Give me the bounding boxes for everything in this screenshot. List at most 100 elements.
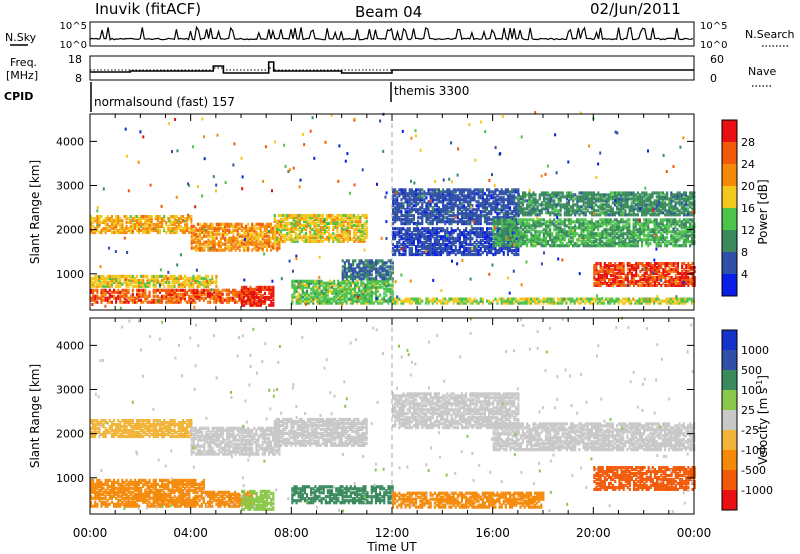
x-tick-label: 16:00: [475, 526, 510, 540]
nave-label: Nave: [748, 65, 776, 78]
echo-band: [593, 466, 696, 491]
time-axis-ticks: 00:00 04:00 08:00 12:00 16:00 20:00 00:00: [73, 526, 712, 540]
y-tick-label: 3000: [56, 180, 84, 193]
echo-band: [291, 279, 394, 305]
colorbar-tick-label: 1000: [741, 344, 769, 357]
time-axis-label: Time UT: [366, 540, 417, 554]
nsky-tick-high: 10^5: [60, 21, 87, 32]
freq-panel-frame: [89, 55, 695, 81]
colorbar-tick-label: 4: [741, 268, 748, 281]
freq-trace: [90, 61, 694, 74]
x-tick-label: 00:00: [677, 526, 712, 540]
colorbar-swatch: [722, 252, 737, 274]
cpid-label: CPID: [4, 90, 33, 103]
colorbar-tick-label: -25: [741, 424, 759, 437]
colorbar-swatch: [722, 120, 737, 142]
nsky-panel-frame: [89, 21, 695, 47]
colorbar-tick-label: 8: [741, 246, 748, 259]
station-title: Inuvik (fitACF): [95, 0, 201, 18]
echo-band: [392, 188, 520, 226]
echo-band: [291, 485, 394, 505]
echo-band: [273, 417, 368, 447]
colorbar-tick-label: -100: [741, 444, 766, 457]
echo-band: [190, 426, 281, 456]
beam-title: Beam 04: [355, 3, 422, 21]
nsky-tick-low: 10^0: [60, 40, 87, 51]
colorbar-swatch: [722, 164, 737, 186]
cpid-segment-themis: themis 3300: [394, 84, 469, 98]
colorbar-swatch: [722, 490, 737, 510]
velocity-heatmap: [90, 316, 696, 514]
echo-band: [90, 490, 255, 508]
colorbar-swatch: [722, 390, 737, 410]
colorbar-swatch: [722, 274, 737, 296]
echo-band: [392, 491, 545, 509]
y-tick-label: 1000: [56, 472, 84, 485]
velocity-colorbar-label: Velocity [m s-1]: [755, 375, 770, 465]
nsky-trace: [89, 25, 694, 41]
y-tick-label: 4000: [56, 135, 84, 148]
colorbar-tick-label: 28: [741, 136, 755, 149]
colorbar-swatch: [722, 450, 737, 470]
x-tick-label: 04:00: [173, 526, 208, 540]
colorbar-frame: [721, 329, 738, 511]
colorbar-swatch: [722, 230, 737, 252]
colorbar-swatch: [722, 350, 737, 370]
echo-band: [90, 274, 218, 288]
echo-band: [593, 262, 696, 287]
colorbar-tick-label: 20: [741, 180, 755, 193]
colorbar-swatch: [722, 430, 737, 450]
power-colorbar-label: Power [dB]: [756, 179, 770, 244]
echo-band: [90, 288, 255, 304]
y-tick-label: 2000: [56, 224, 84, 237]
colorbar-tick-label: 24: [741, 158, 755, 171]
nave-tick-low: 0: [710, 72, 717, 85]
echo-band: [90, 419, 193, 439]
nsearch-tick-high: 10^5: [700, 21, 727, 32]
colorbar-tick-label: 16: [741, 202, 755, 215]
colorbar-swatch: [722, 186, 737, 208]
colorbar-tick-label: -500: [741, 464, 766, 477]
nave-tick-high: 60: [710, 53, 724, 66]
nsky-label: N.Sky: [5, 31, 37, 44]
x-tick-label: 12:00: [375, 526, 410, 540]
y-tick-label: 3000: [56, 384, 84, 397]
colorbar-tick-label: 25: [741, 404, 755, 417]
x-tick-label: 08:00: [274, 526, 309, 540]
nsearch-tick-low: 10^0: [700, 40, 727, 51]
x-tick-label: 00:00: [73, 526, 108, 540]
scatter-speckles: [95, 316, 696, 513]
colorbar-swatch: [722, 208, 737, 230]
echo-band: [492, 422, 696, 452]
freq-unit: [MHz]: [6, 69, 38, 82]
colorbar-tick-label: 12: [741, 224, 755, 237]
colorbar-tick-label: 500: [741, 364, 762, 377]
echo-band: [241, 285, 275, 307]
power-axis: 1000 2000 3000 4000: [56, 114, 695, 310]
velocity-ylabel: Slant Range [km]: [28, 364, 42, 468]
velocity-colorbar: 1000 500 100 25 -25 -100 -500 -1000: [721, 329, 773, 511]
echo-band: [517, 191, 696, 217]
y-tick-label: 2000: [56, 428, 84, 441]
colorbar-swatch: [722, 370, 737, 390]
colorbar-swatch: [722, 142, 737, 164]
freq-tick-high: 18: [68, 53, 82, 66]
colorbar-swatch: [722, 470, 737, 490]
echo-band: [392, 392, 520, 430]
y-tick-label: 4000: [56, 339, 84, 352]
colorbar-tick-label: 100: [741, 384, 762, 397]
colorbar-tick-label: -1000: [741, 484, 773, 497]
y-tick-label: 1000: [56, 268, 84, 281]
power-colorbar: 4 8 12 16 20 24 28: [721, 119, 755, 297]
power-heatmap: [90, 111, 696, 310]
nsearch-label: N.Search: [745, 28, 795, 41]
colorbar-frame: [721, 119, 738, 297]
echo-band: [90, 215, 193, 235]
echo-band: [273, 213, 368, 243]
date-title: 02/Jun/2011: [590, 0, 681, 18]
colorbar-swatch: [722, 330, 737, 350]
colorbar-swatch: [722, 410, 737, 430]
freq-label: Freq.: [10, 56, 37, 69]
cpid-segment-normalsound: normalsound (fast) 157: [94, 95, 235, 109]
echo-band: [190, 222, 281, 252]
